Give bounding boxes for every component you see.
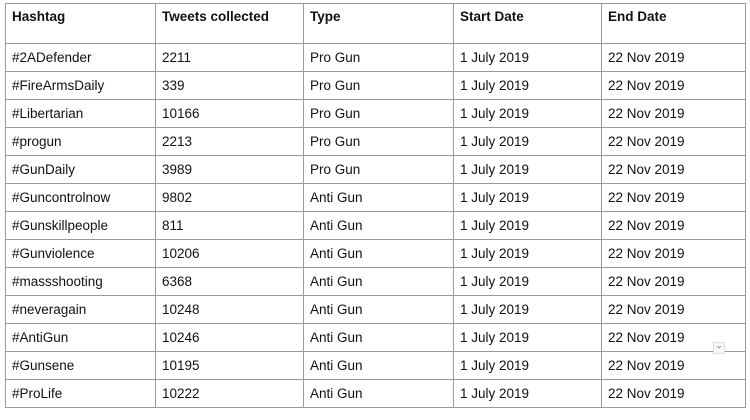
cell-end-date: 22 Nov 2019 [601,211,746,240]
cell-end-date: 22 Nov 2019 [601,239,746,268]
cell-end-date: 22 Nov 2019 [601,267,746,296]
cell-end-date: 22 Nov 2019 [601,99,746,128]
cell-hashtag: #2ADefender [5,43,156,72]
table-row: #AntiGun 10246 Anti Gun 1 July 2019 22 Nov 2… [5,323,746,352]
table-row: #Guncontrolnow 9802 Anti Gun 1 July 2019 22 … [5,183,746,212]
table-row: #GunDaily 3989 Pro Gun 1 July 2019 22 Nov 20… [5,155,746,184]
cell-start-date: 1 July 2019 [453,323,602,352]
table-row: #FireArmsDaily 339 Pro Gun 1 July 2019 22 No… [5,71,746,100]
header-row: Hashtag Tweets collected Type Start Date… [5,3,746,44]
table-row: #ProLife 10222 Anti Gun 1 July 2019 22 Nov 2… [5,379,746,408]
header-start-date: Start Date [453,3,602,44]
cell-hashtag: #Guncontrolnow [5,183,156,212]
cell-type: Pro Gun [303,127,454,156]
cell-tweets-collected: 811 [155,211,304,240]
cell-hashtag: #massshooting [5,267,156,296]
table-row: #2ADefender 2211 Pro Gun 1 July 2019 22 Nov … [5,43,746,72]
cell-tweets-collected: 9802 [155,183,304,212]
cell-tweets-collected: 339 [155,71,304,100]
table-row: #progun 2213 Pro Gun 1 July 2019 22 Nov 2019 [5,127,746,156]
cell-type: Anti Gun [303,211,454,240]
cell-type: Anti Gun [303,379,454,408]
chevron-down-icon[interactable] [713,342,725,354]
cell-hashtag: #FireArmsDaily [5,71,156,100]
cell-end-date: 22 Nov 2019 [601,155,746,184]
hashtag-table-container: Hashtag Tweets collected Type Start Date… [5,3,746,408]
cell-start-date: 1 July 2019 [453,99,602,128]
cell-type: Pro Gun [303,43,454,72]
table-body: #2ADefender 2211 Pro Gun 1 July 2019 22 Nov … [5,43,746,408]
cell-hashtag: #ProLife [5,379,156,408]
cell-tweets-collected: 6368 [155,267,304,296]
cell-end-date: 22 Nov 2019 [601,183,746,212]
cell-tweets-collected: 10248 [155,295,304,324]
cell-tweets-collected: 10246 [155,323,304,352]
table-row: #Gunviolence 10206 Anti Gun 1 July 2019 22 N… [5,239,746,268]
header-end-date: End Date [601,3,746,44]
cell-start-date: 1 July 2019 [453,155,602,184]
cell-hashtag: #AntiGun [5,323,156,352]
cell-start-date: 1 July 2019 [453,127,602,156]
cell-type: Anti Gun [303,351,454,380]
cell-end-date: 22 Nov 2019 [601,295,746,324]
cell-tweets-collected: 10222 [155,379,304,408]
cell-start-date: 1 July 2019 [453,239,602,268]
cell-hashtag: #Libertarian [5,99,156,128]
cell-type: Anti Gun [303,183,454,212]
cell-tweets-collected: 2211 [155,43,304,72]
cell-hashtag: #progun [5,127,156,156]
table-row: #Gunsene 10195 Anti Gun 1 July 2019 22 Nov 2… [5,351,746,380]
header-type: Type [303,3,454,44]
table-row: #Gunskillpeople 811 Anti Gun 1 July 2019 22 … [5,211,746,240]
cell-start-date: 1 July 2019 [453,267,602,296]
cell-hashtag: #Gunsene [5,351,156,380]
cell-hashtag: #neveragain [5,295,156,324]
cell-type: Pro Gun [303,99,454,128]
hashtag-table: Hashtag Tweets collected Type Start Date… [5,3,746,408]
cell-type: Anti Gun [303,323,454,352]
cell-type: Anti Gun [303,239,454,268]
cell-start-date: 1 July 2019 [453,71,602,100]
cell-start-date: 1 July 2019 [453,379,602,408]
cell-end-date: 22 Nov 2019 [601,71,746,100]
cell-type: Anti Gun [303,267,454,296]
cell-start-date: 1 July 2019 [453,351,602,380]
cell-hashtag: #GunDaily [5,155,156,184]
cell-hashtag: #Gunskillpeople [5,211,156,240]
cell-tweets-collected: 3989 [155,155,304,184]
cell-tweets-collected: 2213 [155,127,304,156]
table-row: #Libertarian 10166 Pro Gun 1 July 2019 22 No… [5,99,746,128]
cell-type: Anti Gun [303,295,454,324]
cell-tweets-collected: 10206 [155,239,304,268]
table-header: Hashtag Tweets collected Type Start Date… [5,3,746,44]
cell-start-date: 1 July 2019 [453,211,602,240]
cell-tweets-collected: 10195 [155,351,304,380]
table-row: #massshooting 6368 Anti Gun 1 July 2019 22 N… [5,267,746,296]
header-hashtag: Hashtag [5,3,156,44]
cell-start-date: 1 July 2019 [453,295,602,324]
cell-end-date: 22 Nov 2019 [601,351,746,380]
table-row: #neveragain 10248 Anti Gun 1 July 2019 22 No… [5,295,746,324]
cell-hashtag: #Gunviolence [5,239,156,268]
header-tweets-collected: Tweets collected [155,3,304,44]
cell-end-date: 22 Nov 2019 [601,43,746,72]
cell-start-date: 1 July 2019 [453,43,602,72]
cell-type: Pro Gun [303,155,454,184]
cell-type: Pro Gun [303,71,454,100]
cell-end-date: 22 Nov 2019 [601,379,746,408]
cell-tweets-collected: 10166 [155,99,304,128]
cell-start-date: 1 July 2019 [453,183,602,212]
cell-end-date: 22 Nov 2019 [601,127,746,156]
